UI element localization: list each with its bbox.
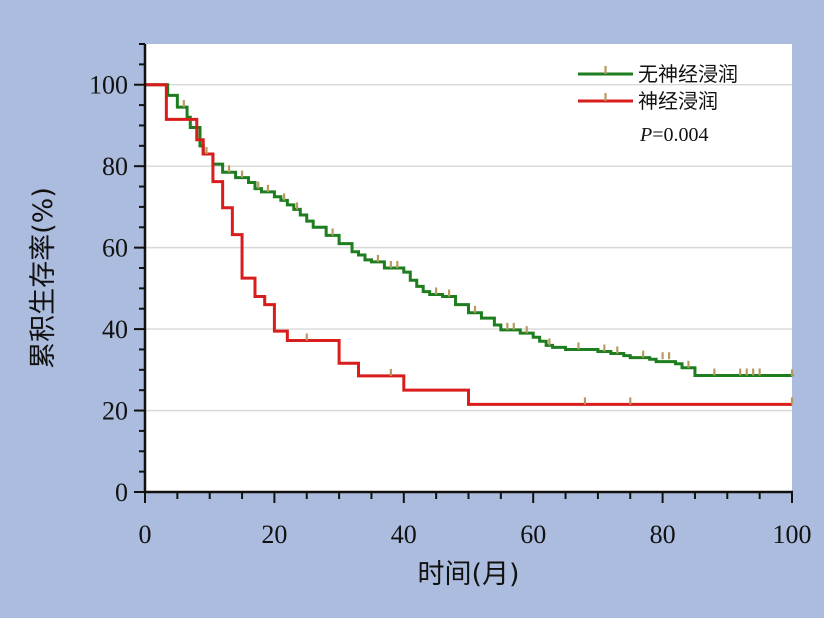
plot-background — [145, 44, 792, 492]
x-tick-label-40: 40 — [391, 520, 417, 549]
y-tick-label-100: 100 — [89, 71, 128, 100]
survival-curves — [145, 83, 794, 406]
p-value-annotation: P=0.004 — [639, 124, 709, 146]
y-tick-label-40: 40 — [102, 315, 128, 344]
km-curve-no-invasion — [145, 83, 794, 378]
censor-marks — [182, 100, 794, 405]
y-tick-label-60: 60 — [102, 234, 128, 263]
x-tick-label-80: 80 — [650, 520, 676, 549]
x-tick-label-100: 100 — [773, 520, 812, 549]
axes: 0 20 40 60 80 100 0 20 40 60 80 100 — [89, 43, 812, 549]
y-tick-label-80: 80 — [102, 152, 128, 181]
legend-label-no-invasion: 无神经浸润 — [638, 62, 738, 86]
y-axis-title: 累积生存率(%) — [28, 187, 59, 369]
x-tick-label-60: 60 — [520, 520, 546, 549]
y-tick-label-20: 20 — [102, 397, 128, 426]
x-axis-title: 时间(月) — [417, 559, 519, 590]
p-value: =0.004 — [652, 124, 708, 146]
km-curve-invasion — [145, 83, 792, 406]
x-tick-label-20: 20 — [261, 520, 287, 549]
x-tick-label-0: 0 — [139, 520, 152, 549]
horizontal-grid-lines — [145, 44, 792, 492]
y-tick-label-0: 0 — [115, 478, 128, 507]
p-symbol: P — [639, 124, 652, 146]
legend: 无神经浸润 神经浸润 P=0.004 — [578, 62, 738, 146]
legend-label-invasion: 神经浸润 — [638, 89, 718, 113]
